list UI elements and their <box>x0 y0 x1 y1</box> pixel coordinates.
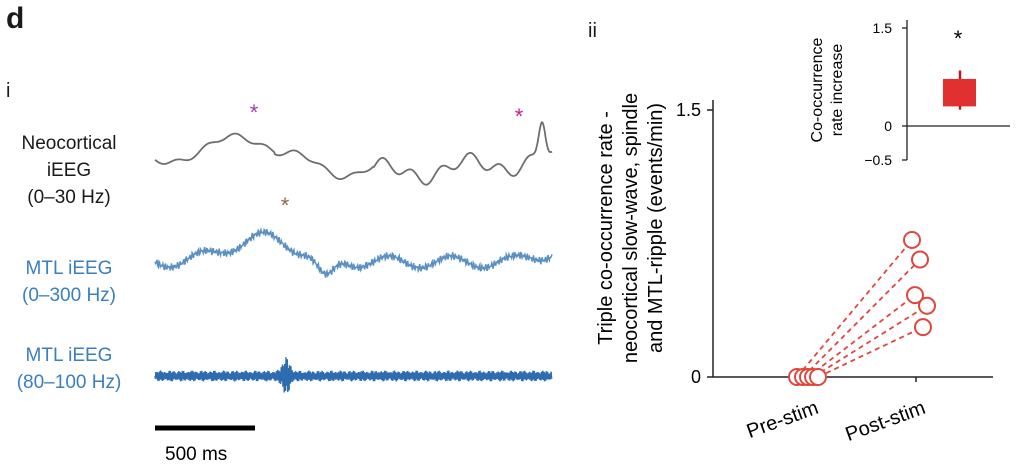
scale-bar-label: 500 ms <box>165 444 227 465</box>
post-stim-point <box>918 296 936 315</box>
marker-slow-wave: * <box>250 100 259 125</box>
pair-line <box>812 305 928 378</box>
post-stim-point <box>914 318 932 337</box>
inset-y-title-line1: Co-occurrence <box>809 37 826 142</box>
trace-label-neocortical: Neocortical iEEG (0–30 Hz) <box>21 133 117 208</box>
mtl-broadband-trace <box>154 226 553 278</box>
pair-line <box>807 294 916 378</box>
inset-tick-label-zero: 0 <box>884 118 892 134</box>
y-tick-label-top: 1.5 <box>676 100 701 120</box>
post-stim-point <box>911 250 929 269</box>
post-stim-point <box>906 286 924 305</box>
pre-stim-point <box>809 368 827 386</box>
inset-tick-label-bottom: −0.5 <box>864 152 892 168</box>
subpanel-label-ii: ii <box>588 20 597 42</box>
y-axis-title-line2: neocortical slow-wave, spindle <box>620 93 642 363</box>
mtl-ripple-trace <box>154 357 553 393</box>
subpanel-label-i: i <box>6 80 11 102</box>
marker-ripple: * <box>281 193 290 218</box>
pair-line <box>817 326 924 378</box>
trace-label-mtl-broadband: MTL iEEG (0–300 Hz) <box>22 258 116 306</box>
inset-y-axis-title: Co-occurrence rate increase <box>809 37 846 142</box>
y-axis-title-line1: Triple co-occurrence rate - <box>595 111 617 345</box>
y-tick-label-zero: 0 <box>691 367 701 387</box>
panel-letter: d <box>6 2 25 35</box>
inset-y-title-line2: rate increase <box>829 44 846 137</box>
pair-line <box>802 258 921 378</box>
neocortical-trace <box>154 121 553 186</box>
y-axis-title: Triple co-occurrence rate - neocortical … <box>595 93 667 363</box>
post-stim-point <box>903 230 921 249</box>
pair-line <box>796 239 913 378</box>
y-axis-title-line3: and MTL-ripple (events/min) <box>645 103 667 353</box>
marker-spindle: * <box>515 104 524 129</box>
trace-label-mtl-ripple: MTL iEEG (80–100 Hz) <box>16 345 122 393</box>
significance-marker: * <box>954 26 963 51</box>
inset-tick-label-top: 1.5 <box>873 20 893 36</box>
inset-box <box>943 78 976 107</box>
